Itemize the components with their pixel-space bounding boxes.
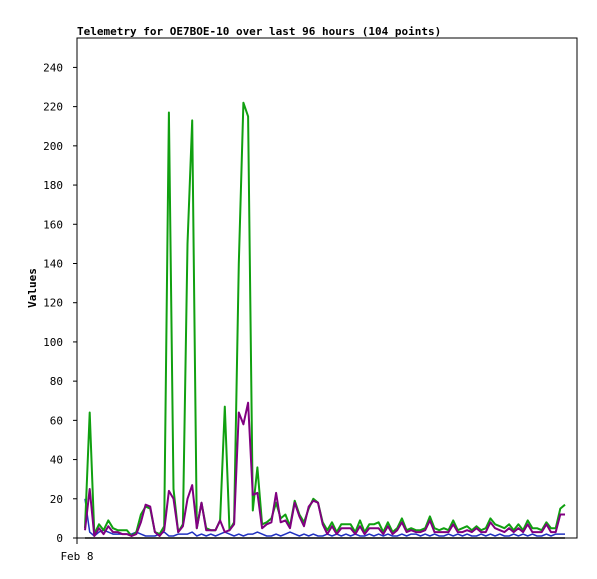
x-axis: Feb 8 [60,538,94,563]
y-axis: 0 20 40 60 80 100 120 140 160 180 200 220 240 [43,61,77,545]
y-tick-label: 220 [43,101,63,114]
y-tick-label: 60 [50,414,63,427]
y-tick-label: 180 [43,179,63,192]
series-line-1 [84,498,565,537]
chart-title: Telemetry for OE7BOE-10 over last 96 hou… [77,25,441,38]
y-tick-label: 80 [50,375,63,388]
y-tick-label: 0 [56,532,63,545]
y-tick-label: 200 [43,140,63,153]
series-line-2 [84,101,566,537]
y-tick-label: 120 [43,297,63,310]
plot-frame [76,37,578,539]
y-tick-label: 160 [43,218,63,231]
y-tick-label: 140 [43,257,63,270]
series-layer [84,101,566,539]
y-axis-label: Values [26,268,39,308]
y-tick-label: 240 [43,61,63,74]
y-tick-label: 20 [50,493,63,506]
y-tick-label: 100 [43,336,63,349]
series-line-3 [84,401,565,537]
x-tick-label: Feb 8 [60,550,93,563]
y-tick-label: 40 [50,454,63,467]
